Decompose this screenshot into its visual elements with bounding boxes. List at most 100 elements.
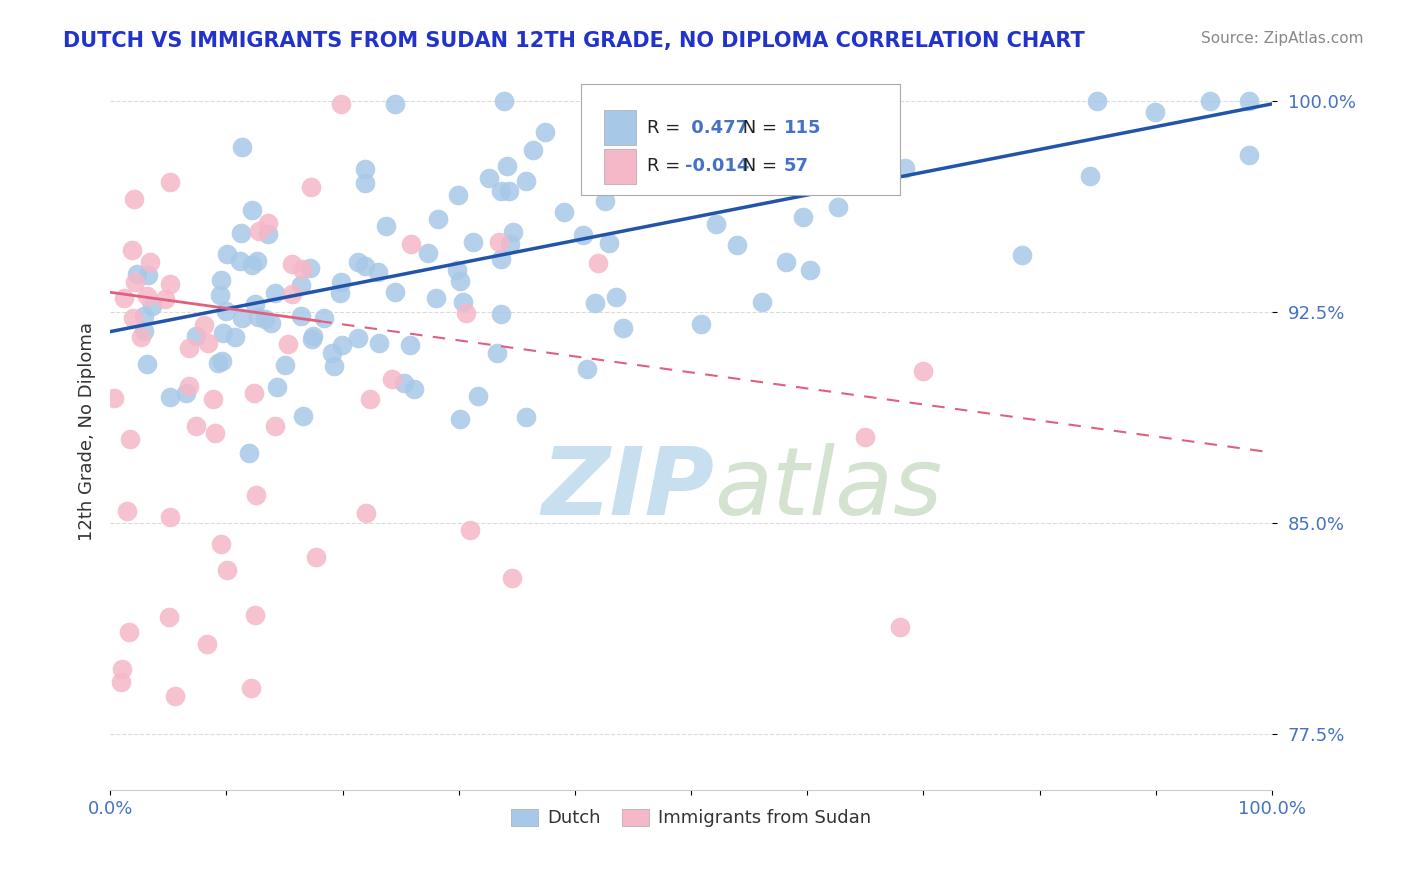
Point — [299, 180, 322, 194]
Point — [207, 356, 229, 370]
Point — [115, 503, 138, 517]
Point — [738, 128, 761, 143]
Point — [208, 288, 231, 302]
Point — [399, 237, 422, 252]
Point — [159, 390, 181, 404]
Point — [246, 253, 269, 268]
Point — [586, 256, 609, 270]
Point — [329, 96, 352, 111]
Point — [576, 362, 599, 376]
Point — [281, 257, 304, 271]
Point — [121, 243, 143, 257]
Point — [515, 174, 537, 188]
Point — [692, 176, 714, 190]
Text: R =: R = — [647, 119, 686, 136]
Point — [467, 389, 489, 403]
Point — [661, 98, 683, 112]
Point — [264, 419, 287, 434]
Point — [451, 295, 474, 310]
Point — [384, 285, 406, 299]
Point — [243, 297, 266, 311]
Point — [449, 274, 471, 288]
Point — [491, 307, 513, 321]
Point — [290, 278, 312, 293]
Point — [737, 104, 759, 119]
Point — [605, 290, 627, 304]
Point — [323, 359, 346, 374]
Point — [737, 145, 759, 160]
Point — [264, 286, 287, 301]
Point — [245, 608, 267, 623]
Point — [159, 175, 181, 189]
Point — [583, 295, 606, 310]
Point — [402, 382, 425, 396]
Point — [238, 445, 260, 459]
Point — [254, 312, 277, 326]
Point — [381, 372, 404, 386]
Point — [159, 509, 181, 524]
Point — [112, 291, 135, 305]
Point — [229, 226, 252, 240]
Text: R =: R = — [647, 157, 686, 176]
Point — [122, 193, 145, 207]
Point — [1199, 94, 1222, 108]
Point — [1011, 248, 1033, 262]
Point — [163, 690, 186, 704]
Point — [689, 317, 711, 331]
Point — [136, 357, 159, 371]
Point — [111, 662, 134, 676]
Point — [799, 263, 821, 277]
Point — [492, 94, 515, 108]
Text: 57: 57 — [785, 157, 808, 176]
Point — [217, 563, 239, 577]
Point — [449, 412, 471, 426]
Point — [522, 143, 544, 157]
Point — [478, 170, 501, 185]
Point — [136, 268, 159, 282]
Point — [135, 289, 157, 303]
Point — [292, 409, 315, 424]
Point — [384, 96, 406, 111]
Point — [796, 167, 818, 181]
Point — [496, 159, 519, 173]
Point — [485, 346, 508, 360]
Point — [247, 224, 270, 238]
Point — [790, 171, 813, 186]
Point — [329, 285, 352, 300]
Point — [193, 318, 215, 333]
Point — [215, 304, 238, 318]
Point — [461, 235, 484, 250]
Point — [266, 380, 288, 394]
Point — [894, 161, 917, 176]
Point — [179, 379, 201, 393]
Point — [290, 309, 312, 323]
Text: Source: ZipAtlas.com: Source: ZipAtlas.com — [1201, 31, 1364, 46]
Point — [103, 391, 125, 405]
Point — [792, 211, 814, 225]
Point — [398, 338, 420, 352]
Point — [120, 433, 142, 447]
Point — [1143, 105, 1166, 120]
Point — [425, 291, 447, 305]
Point — [125, 267, 148, 281]
Text: ZIP: ZIP — [541, 442, 714, 535]
Point — [375, 219, 398, 234]
Point — [446, 188, 468, 202]
Point — [321, 346, 343, 360]
Point — [725, 238, 748, 252]
Point — [277, 337, 299, 351]
Point — [197, 336, 219, 351]
Point — [204, 425, 226, 440]
Point — [489, 184, 512, 198]
Point — [534, 125, 557, 139]
Point — [177, 341, 200, 355]
Point — [354, 177, 377, 191]
Point — [110, 675, 132, 690]
Point — [122, 310, 145, 325]
Point — [502, 225, 524, 239]
Text: N =: N = — [738, 119, 783, 136]
Point — [291, 261, 314, 276]
Point — [759, 116, 782, 130]
Point — [488, 235, 510, 249]
Point — [704, 217, 727, 231]
